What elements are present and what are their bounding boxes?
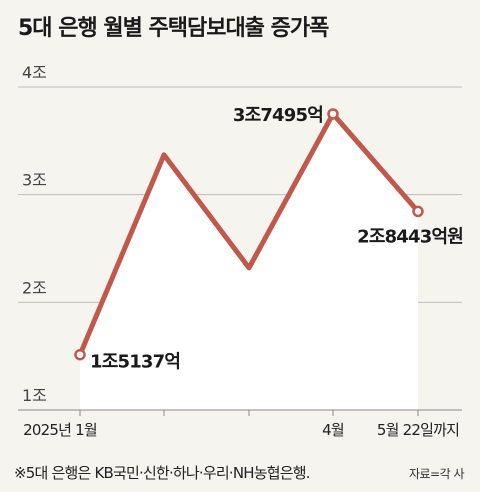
data-point [412,205,424,218]
data-label: 1조5137억 [90,352,180,373]
x-tick-label: 4월 [322,421,344,439]
series-line [77,111,421,358]
data-point [74,348,86,361]
area-fill [80,113,418,411]
x-tick-label: 2025년 1월 [23,421,97,439]
source-note: 자료=각 사 [408,467,465,481]
data-label: 3조7495억 [233,105,323,126]
y-tick-label: 1조 [22,386,47,405]
chart-title: 5대 은행 월별 주택담보대출 증가폭 [18,16,329,41]
y-tick-label: 4조 [22,63,47,82]
footnote: ※5대 은행은 KB국민·신한·하나·우리·NH농협은행. [14,464,311,482]
data-point [327,108,339,120]
x-tick-label: 5월 22일까지 [377,421,459,439]
data-label: 2조8443억원 [357,226,463,247]
y-tick-label: 3조 [22,171,47,190]
y-tick-label: 2조 [22,278,47,297]
